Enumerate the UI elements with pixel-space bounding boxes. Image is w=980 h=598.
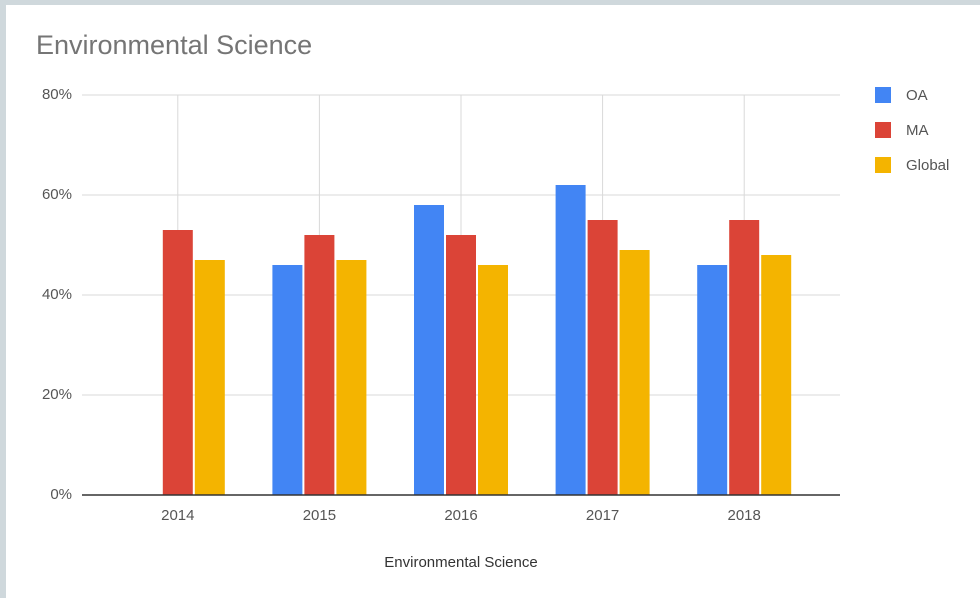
legend-label: MA bbox=[906, 122, 929, 139]
legend-label: OA bbox=[906, 87, 928, 104]
bar bbox=[194, 260, 225, 495]
y-tick-label: 0% bbox=[50, 486, 72, 503]
bar bbox=[272, 265, 303, 495]
x-tick-label: 2014 bbox=[161, 507, 194, 524]
x-tick-label: 2018 bbox=[728, 507, 761, 524]
bar bbox=[304, 235, 335, 495]
x-axis-label: Environmental Science bbox=[384, 554, 537, 571]
bar bbox=[336, 260, 367, 495]
bar bbox=[414, 205, 444, 495]
bar bbox=[162, 230, 193, 495]
bar bbox=[729, 220, 760, 495]
y-tick-label: 20% bbox=[42, 386, 72, 403]
legend-swatch bbox=[875, 122, 891, 138]
legend-label: Global bbox=[906, 157, 949, 174]
y-tick-label: 60% bbox=[42, 186, 72, 203]
bar bbox=[619, 250, 650, 495]
y-tick-label: 80% bbox=[42, 86, 72, 103]
bar bbox=[446, 235, 476, 495]
x-tick-label: 2016 bbox=[444, 507, 477, 524]
chart-title: Environmental Science bbox=[36, 30, 312, 60]
x-tick-label: 2015 bbox=[303, 507, 336, 524]
x-tick-label: 2017 bbox=[586, 507, 619, 524]
bar bbox=[761, 255, 792, 495]
legend-swatch bbox=[875, 157, 891, 173]
legend-swatch bbox=[875, 87, 891, 103]
bar bbox=[555, 185, 586, 495]
bar bbox=[587, 220, 618, 495]
bar bbox=[697, 265, 728, 495]
bar bbox=[478, 265, 508, 495]
y-tick-label: 40% bbox=[42, 286, 72, 303]
